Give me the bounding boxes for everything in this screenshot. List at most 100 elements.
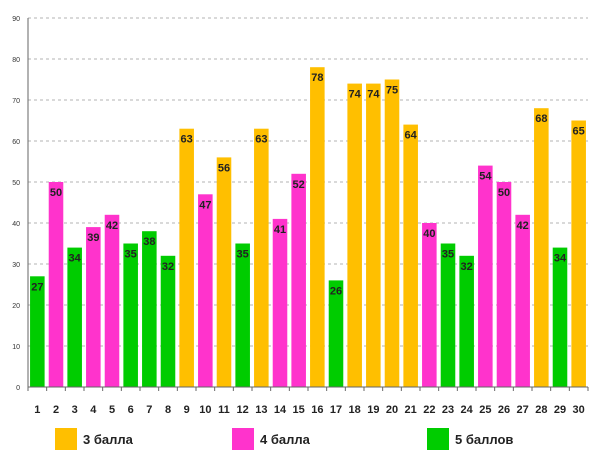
data-label: 74 <box>367 89 380 101</box>
y-tick-label: 70 <box>12 98 20 105</box>
bar <box>422 223 437 387</box>
x-tick-label: 16 <box>311 404 323 416</box>
legend-swatch-4 <box>232 428 254 450</box>
data-label: 34 <box>554 253 567 265</box>
data-label: 63 <box>255 134 267 146</box>
bar <box>403 124 418 387</box>
x-tick-label: 28 <box>535 404 547 416</box>
data-label: 54 <box>479 171 492 183</box>
x-tick-label: 22 <box>423 404 435 416</box>
x-axis: 1 2 3 4 5 6 7 8 9 10 11 12 13 14 15 16 17 18 19 20 21 22 23 24 2… <box>27 386 589 416</box>
bar <box>216 157 232 387</box>
x-tick-label: 15 <box>293 404 305 416</box>
x-tick-label: 21 <box>405 404 417 416</box>
y-tick-label: 10 <box>12 344 20 351</box>
data-label: 65 <box>573 126 585 138</box>
bar <box>310 67 325 387</box>
data-label: 74 <box>349 89 362 101</box>
x-tick-label: 3 <box>72 404 78 416</box>
data-label: 42 <box>106 220 118 232</box>
data-label: 78 <box>311 72 323 84</box>
bar <box>123 243 138 387</box>
bar <box>496 182 512 387</box>
legend-item-3: 3 балла <box>55 428 133 450</box>
x-tick-label: 20 <box>386 404 398 416</box>
bar <box>235 243 250 387</box>
x-tick-label: 5 <box>109 404 115 416</box>
bar <box>86 227 101 387</box>
data-label: 52 <box>293 179 305 191</box>
data-label: 38 <box>143 236 155 248</box>
legend-label-5: 5 баллов <box>455 431 514 447</box>
x-tick-label: 9 <box>184 404 190 416</box>
x-tick-label: 23 <box>442 404 454 416</box>
data-label: 35 <box>237 249 249 261</box>
x-tick-label: 24 <box>461 404 474 416</box>
data-label: 41 <box>274 224 286 236</box>
x-tick-label: 25 <box>479 404 491 416</box>
bar <box>478 165 493 387</box>
data-label: 35 <box>442 249 454 261</box>
y-tick-label: 20 <box>12 303 20 310</box>
bar <box>30 276 45 387</box>
legend-swatch-3 <box>55 428 77 450</box>
y-tick-label: 80 <box>12 57 20 64</box>
bar <box>384 79 400 387</box>
bar <box>552 247 568 387</box>
x-tick-label: 14 <box>274 404 287 416</box>
y-tick-label: 90 <box>12 16 20 23</box>
data-label: 27 <box>31 281 43 293</box>
x-tick-label: 18 <box>349 404 361 416</box>
x-tick-label: 1 <box>34 404 40 416</box>
bar <box>515 214 530 387</box>
data-label: 75 <box>386 85 398 97</box>
x-tick-label: 11 <box>218 404 230 416</box>
chart-legend: 3 балла 4 балла 5 баллов <box>0 428 593 458</box>
bar <box>272 218 288 387</box>
bar <box>366 83 381 387</box>
bar <box>198 194 213 387</box>
bar <box>179 128 194 387</box>
legend-item-5: 5 баллов <box>427 428 513 450</box>
data-label: 32 <box>162 261 174 273</box>
bar <box>48 182 64 387</box>
bar <box>254 128 269 387</box>
x-tick-label: 19 <box>367 404 379 416</box>
x-tick-label: 29 <box>554 404 566 416</box>
data-label: 50 <box>50 187 62 199</box>
y-tick-label: 60 <box>12 139 20 146</box>
data-label: 50 <box>498 187 510 199</box>
data-label: 42 <box>517 220 529 232</box>
x-tick-label: 4 <box>90 404 97 416</box>
x-tick-label: 13 <box>255 404 267 416</box>
y-tick-label: 0 <box>16 385 20 392</box>
data-label: 34 <box>69 253 82 265</box>
x-tick-label: 2 <box>53 404 59 416</box>
x-tick-label: 7 <box>146 404 152 416</box>
bar <box>328 280 344 387</box>
y-axis: 0 10 20 30 40 50 60 70 80 90 <box>12 16 29 392</box>
bar <box>440 243 456 387</box>
data-label: 56 <box>218 162 230 174</box>
chart-bars: 27 50 34 39 42 35 38 32 63 47 56 35 63 41 52 78 26 74 74 75… <box>30 67 586 387</box>
bar <box>291 173 306 387</box>
x-tick-label: 27 <box>517 404 529 416</box>
data-label: 64 <box>405 130 418 142</box>
x-tick-label: 17 <box>330 404 342 416</box>
x-tick-label: 26 <box>498 404 510 416</box>
legend-item-4: 4 балла <box>232 428 310 450</box>
y-tick-label: 30 <box>12 262 20 269</box>
data-label: 63 <box>181 134 193 146</box>
x-tick-label: 30 <box>573 404 585 416</box>
legend-swatch-5 <box>427 428 449 450</box>
y-tick-label: 40 <box>12 221 20 228</box>
x-tick-label: 8 <box>165 404 171 416</box>
legend-label-4: 4 балла <box>260 431 310 447</box>
data-label: 39 <box>87 232 99 244</box>
data-label: 26 <box>330 285 342 297</box>
bar <box>104 214 120 387</box>
bar <box>347 83 362 387</box>
x-tick-label: 6 <box>128 404 134 416</box>
bar <box>160 255 176 387</box>
data-label: 68 <box>535 113 547 125</box>
